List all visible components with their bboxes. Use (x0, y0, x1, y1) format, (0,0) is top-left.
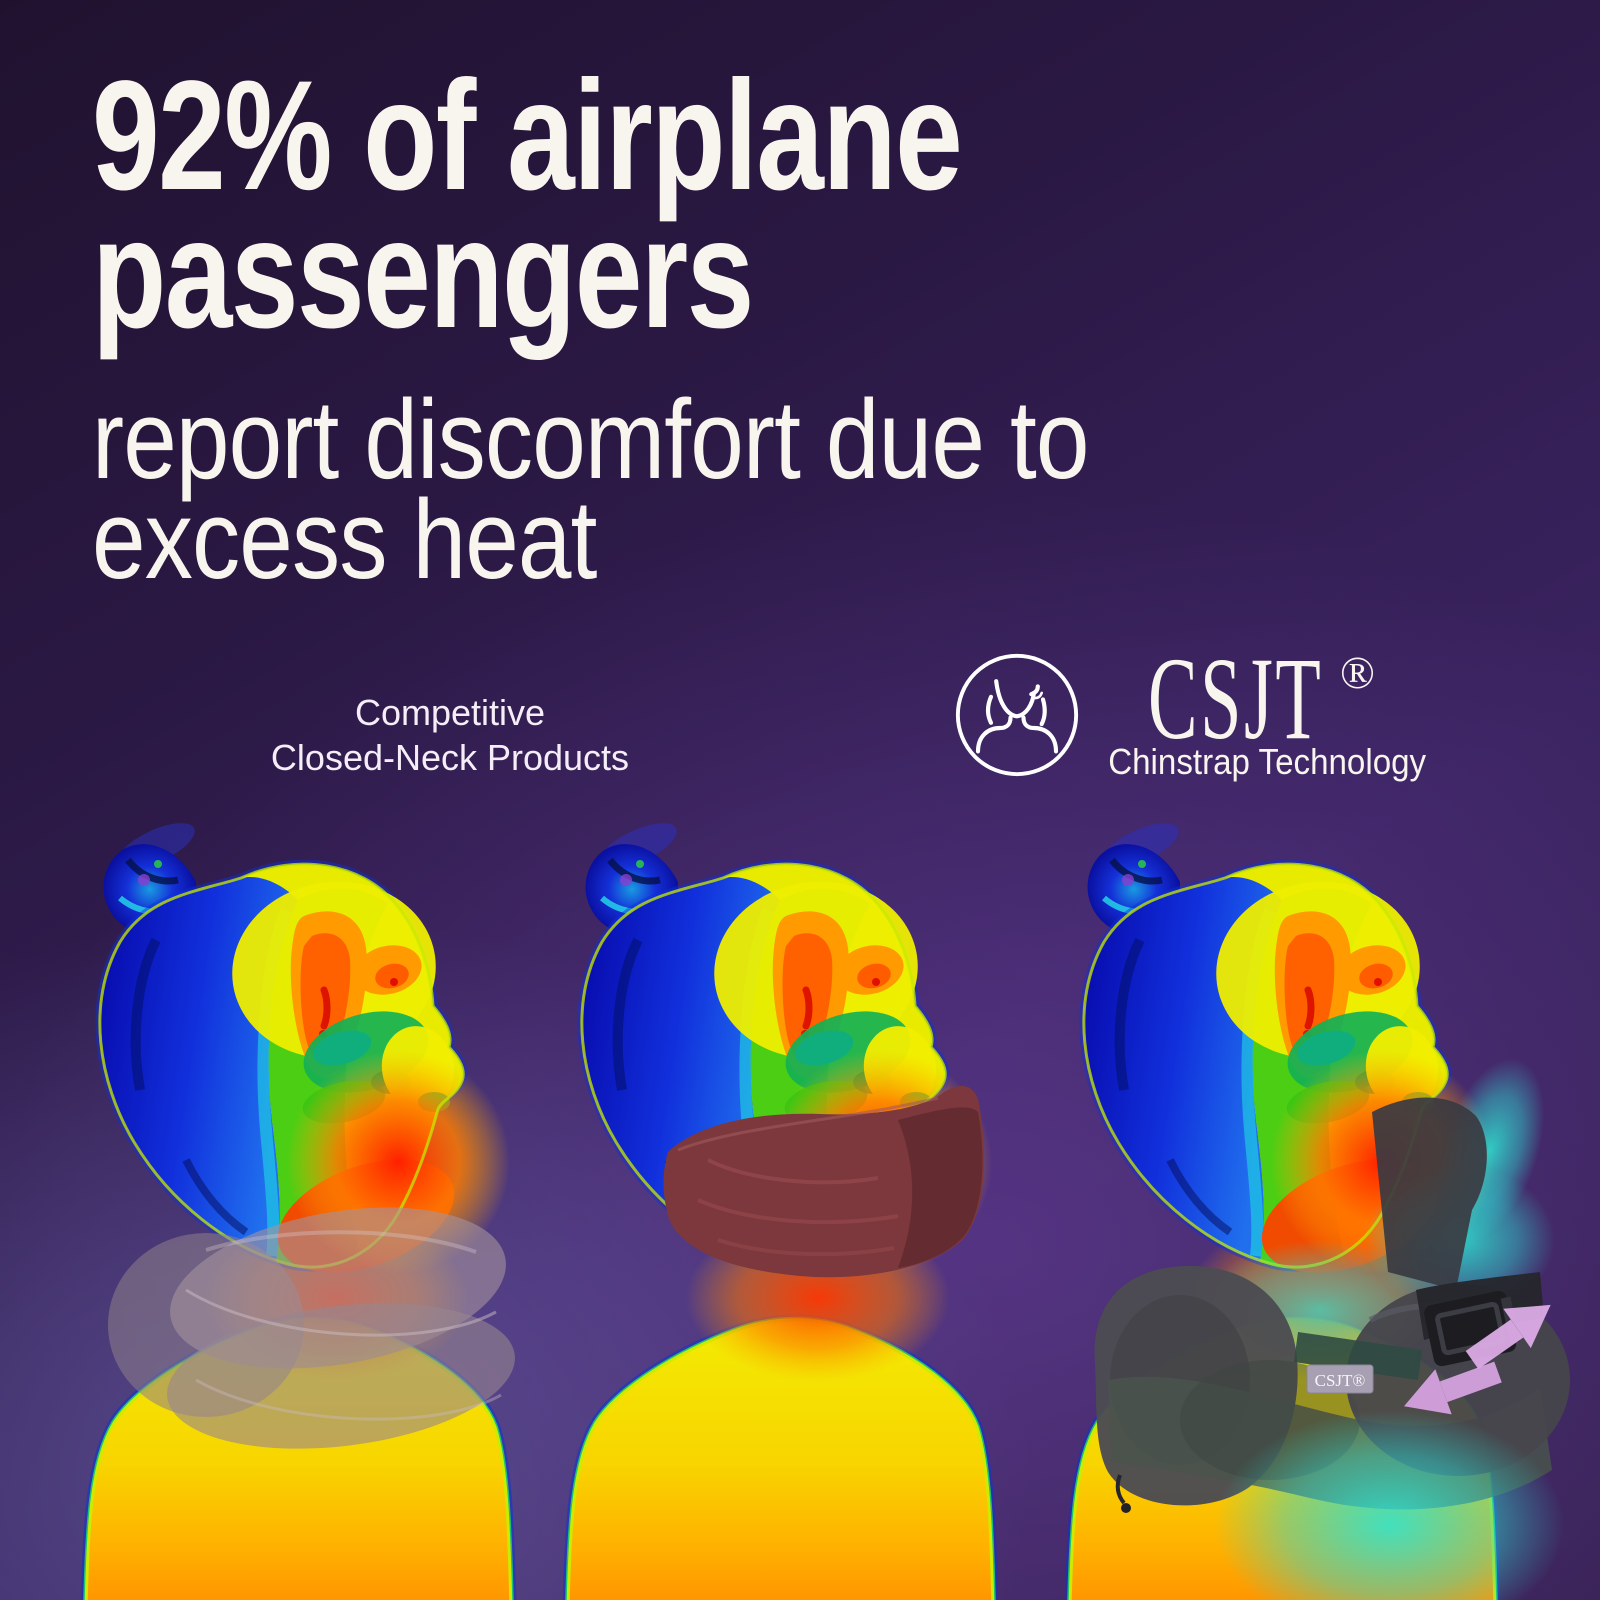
competitor-label-line2: Closed-Neck Products (270, 737, 630, 778)
brand-name: CSJT (1148, 633, 1324, 764)
airflow-double-arrow (1404, 1304, 1551, 1415)
pillow-brand-tag-label: CSJT® (1315, 1371, 1366, 1390)
chinstrap-cup (1372, 1097, 1487, 1290)
thermal-figure-csjt-pillow: CSJT® (1020, 820, 1570, 1600)
cervical-collar (108, 1207, 515, 1449)
neck-gaiter (663, 1086, 985, 1278)
thermal-figure-cervical-collar (36, 820, 556, 1600)
brand-tagline: Chinstrap Technology (1108, 741, 1427, 782)
zipper-pull (1115, 1474, 1126, 1505)
cool-zone-chest (1215, 1410, 1565, 1600)
competitor-label-line1: Competitive (354, 692, 546, 733)
subheadline-line2: excess heat (92, 477, 597, 602)
headline-line1: 92% of airplane (92, 49, 963, 223)
subheadline-line1: report discomfort due to (92, 377, 1089, 502)
thermal-figure-neck-gaiter (518, 820, 1038, 1600)
competitor-products-label: Competitive Closed-Neck Products (250, 690, 650, 780)
chinstrap-logo-icon (952, 650, 1082, 780)
registered-trademark: ® (1340, 647, 1375, 698)
pillow-brand-tag (1306, 1364, 1374, 1394)
pillow-strap-band (1294, 1332, 1422, 1380)
headline-line2: passengers (92, 187, 754, 361)
